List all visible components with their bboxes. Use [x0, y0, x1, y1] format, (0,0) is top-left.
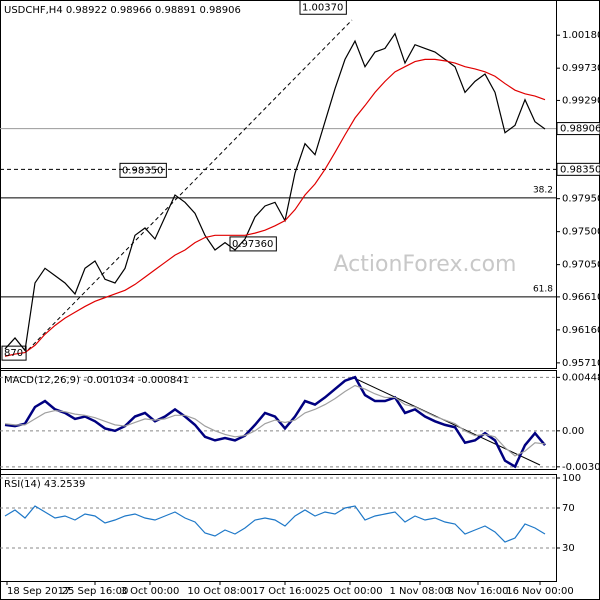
- y-tick-label: 30: [562, 543, 575, 554]
- annotation-box: [119, 162, 167, 178]
- x-tick-label: 25 Sep 16:00: [62, 586, 129, 597]
- annotation: 870: [4, 348, 23, 359]
- series-line: [4, 505, 546, 543]
- x-tick-label: 3 Oct 00:00: [121, 586, 180, 597]
- annotation-box: [299, 0, 347, 15]
- price-box: [556, 122, 600, 136]
- price-box: [556, 162, 600, 176]
- panel-title: RSI(14) 43.2539: [4, 479, 85, 490]
- y-tick-label: 0.97950: [562, 194, 600, 205]
- y-tick-label: 0.96160: [562, 325, 600, 336]
- fib-label: 61.8: [533, 284, 553, 294]
- series-line: [4, 32, 546, 352]
- annotation: 0.97360: [232, 239, 273, 250]
- series-line: [4, 375, 546, 469]
- y-tick-label: 0.99290: [562, 95, 600, 106]
- trend-line: [27, 19, 353, 351]
- y-tick-label: 0.95710: [562, 358, 600, 369]
- panel-frame: [0, 0, 557, 369]
- fib-label: 38.2: [533, 185, 553, 195]
- y-tick-label: 0.97500: [562, 227, 600, 238]
- panel-title: USDCHF,H4 0.98922 0.98966 0.98891 0.9890…: [4, 5, 241, 16]
- y-tick-label: -0.003018: [562, 462, 600, 473]
- y-tick-label: 0.96610: [562, 292, 600, 303]
- x-tick-label: 18 Sep 2017: [7, 586, 70, 597]
- x-tick-label: 8 Nov 16:00: [447, 586, 508, 597]
- y-tick-label: 1.00180: [562, 30, 600, 41]
- price-label: 0.98906: [560, 124, 600, 135]
- x-tick-label: 25 Oct 00:00: [317, 586, 382, 597]
- y-tick-label: 100: [562, 473, 581, 484]
- series-line: [4, 58, 546, 357]
- y-tick-label: 0.004485: [562, 372, 600, 383]
- x-tick-label: 17 Oct 16:00: [252, 586, 317, 597]
- price-label: 0.98350: [560, 164, 600, 175]
- annotation-box: [229, 236, 277, 252]
- panel-frame: [0, 370, 557, 470]
- annotation: 0.98350: [122, 165, 163, 176]
- x-tick-label: 16 Nov 00:00: [506, 586, 573, 597]
- y-tick-label: 70: [562, 503, 575, 514]
- series-line: [4, 384, 546, 457]
- panel-frame: [0, 474, 557, 582]
- x-tick-label: 1 Nov 08:00: [389, 586, 450, 597]
- annotation-box: [1, 345, 27, 361]
- watermark: ActionForex.com: [334, 252, 517, 277]
- x-tick-label: 10 Oct 08:00: [187, 586, 252, 597]
- y-tick-label: 0.99730: [562, 63, 600, 74]
- panel-title: MACD(12,26,9) -0.001034 -0.000841: [4, 375, 189, 386]
- annotation: 1.00370: [302, 2, 343, 13]
- y-tick-label: 0.00: [562, 426, 584, 437]
- y-tick-label: 0.97050: [562, 260, 600, 271]
